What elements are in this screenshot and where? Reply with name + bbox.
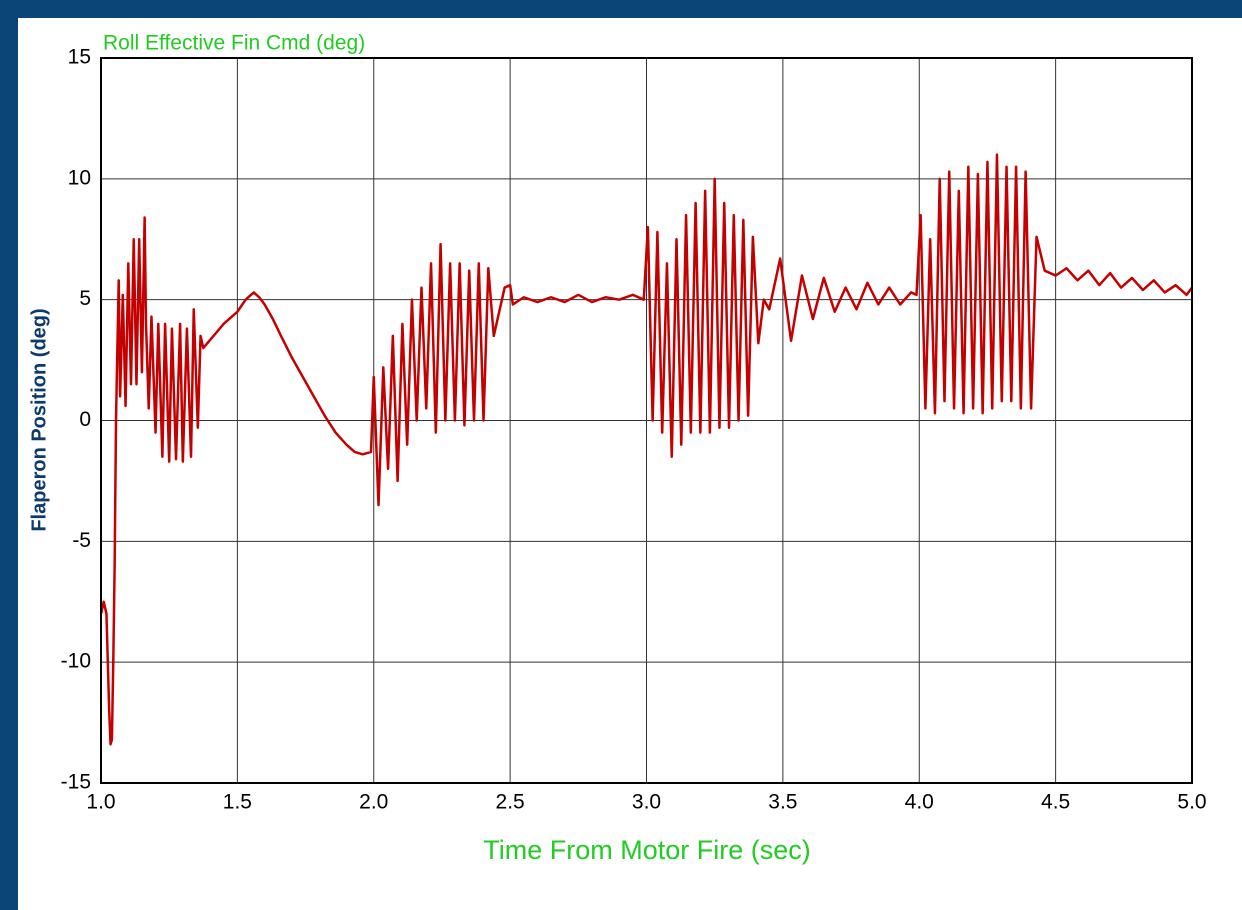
panel bbox=[18, 18, 1242, 910]
y-tick-label: -5 bbox=[72, 529, 91, 552]
y-tick-label: -15 bbox=[61, 771, 91, 794]
y-axis-label: Flaperon Position (deg) bbox=[28, 308, 50, 531]
y-tick-label: 15 bbox=[68, 46, 91, 69]
x-axis-label: Time From Motor Fire (sec) bbox=[483, 835, 811, 865]
x-tick-label: 3.5 bbox=[768, 791, 797, 814]
x-tick-label: 3.0 bbox=[632, 791, 661, 814]
y-tick-label: 10 bbox=[68, 166, 91, 189]
x-tick-label: 4.5 bbox=[1041, 791, 1070, 814]
y-tick-label: 0 bbox=[79, 408, 91, 431]
y-tick-label: -10 bbox=[61, 650, 91, 673]
x-tick-label: 2.5 bbox=[496, 791, 525, 814]
x-tick-label: 2.0 bbox=[359, 791, 388, 814]
chart-title: Roll Effective Fin Cmd (deg) bbox=[103, 32, 365, 55]
x-tick-label: 1.5 bbox=[223, 791, 252, 814]
plot-border bbox=[100, 57, 1193, 784]
x-tick-label: 4.0 bbox=[905, 791, 934, 814]
x-tick-label: 1.0 bbox=[86, 791, 115, 814]
y-tick-label: 5 bbox=[79, 287, 91, 310]
x-tick-label: 5.0 bbox=[1177, 791, 1206, 814]
data-line bbox=[99, 153, 1193, 746]
